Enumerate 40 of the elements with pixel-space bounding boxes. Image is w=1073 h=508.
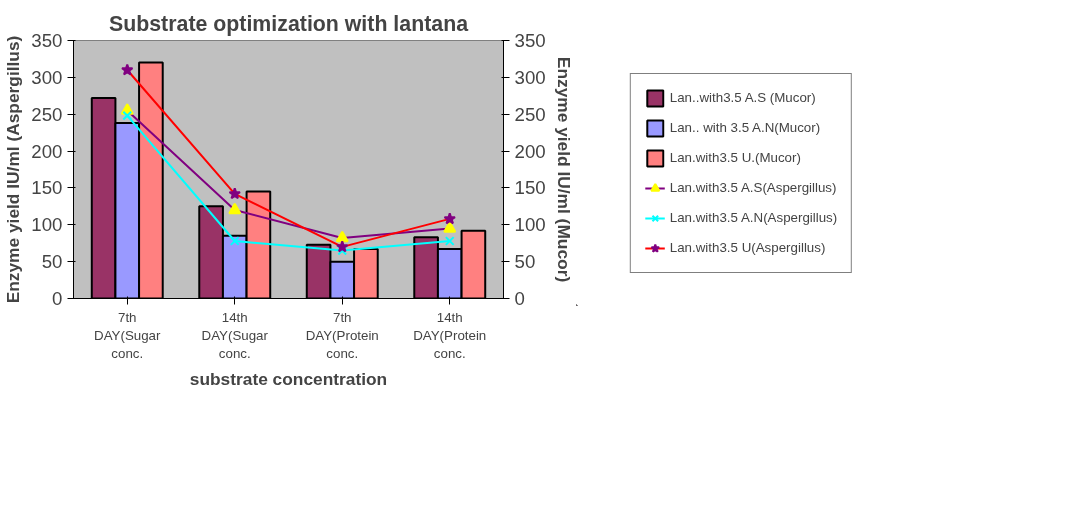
legend-label: Lan.with3.5 U.(Mucor): [669, 150, 801, 165]
point: [335, 230, 349, 243]
y-tick-label: 350: [31, 30, 63, 51]
legend-label: Lan..with3.5 A.S (Mucor): [669, 90, 816, 105]
point: [228, 187, 241, 200]
y2-tick-label: 50: [514, 251, 536, 273]
point: [122, 110, 133, 121]
y2-tick-label: 150: [514, 177, 546, 199]
legend-label: Lan.with3.5 A.S(Aspergillus): [669, 180, 837, 195]
y-tick-label: 50: [41, 251, 63, 273]
y2-tick-label: 300: [514, 66, 546, 88]
x-tick-label: 14th DAY(Sugar conc.: [201, 309, 269, 361]
y-tick-label: 150: [31, 177, 63, 199]
point: [444, 236, 455, 246]
y2-tick-label: 100: [514, 214, 546, 236]
x-tick-label: 14th DAY(Protein conc.: [413, 309, 487, 361]
legend-label: Lan.with3.5 A.N(Aspergillus): [669, 210, 838, 225]
y2-tick-label: 350: [514, 30, 546, 51]
y2-tick-label: 0: [514, 288, 525, 309]
y-tick-label: 250: [31, 103, 63, 125]
point: [121, 63, 134, 76]
point: [443, 221, 457, 233]
x-tick-label: 7th DAY(Protein conc.: [305, 309, 379, 361]
point: [229, 236, 240, 246]
y2-tick-label: 200: [514, 140, 546, 162]
point: [336, 240, 349, 253]
y-tick-label: 0: [52, 288, 63, 309]
y-tick-label: 100: [31, 214, 63, 236]
chart-title: Substrate optimization with lantana: [108, 11, 469, 36]
legend-label: Lan.with3.5 U(Aspergillus): [669, 240, 826, 255]
y-tick-label: 200: [31, 140, 63, 162]
point: [228, 202, 242, 215]
y-axis-title: Enzyme yield IU/ml (Aspergillus): [3, 35, 24, 304]
x-tick-label: 7th DAY(Sugar conc.: [94, 309, 162, 361]
point: [443, 212, 456, 225]
y2-tick-label: 250: [514, 103, 546, 125]
y2-axis-title: Enzyme yield IU/ml (Mucor): [553, 56, 574, 283]
legend-label: Lan.. with 3.5 A.N(Mucor): [669, 120, 821, 135]
x-axis-title: substrate concentration: [189, 368, 388, 389]
y-tick-label: 300: [31, 66, 63, 88]
